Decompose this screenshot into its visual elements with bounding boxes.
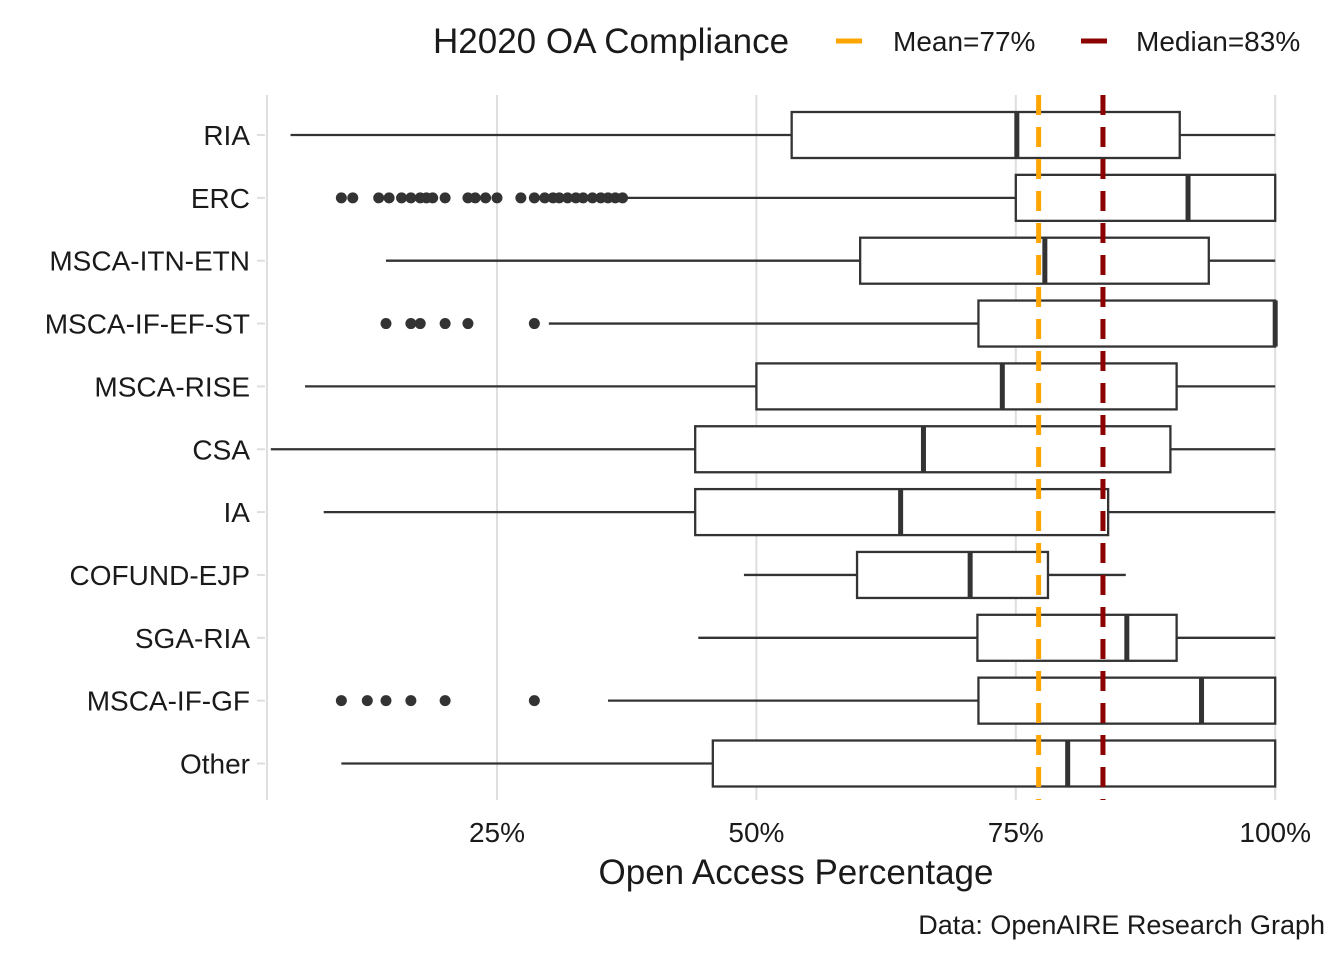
category-label-sga-ria: SGA-RIA: [135, 623, 250, 654]
x-tick-label-25: 25%: [469, 817, 525, 848]
legend: H2020 OA Compliance Mean=77% Median=83%: [433, 22, 1300, 61]
legend-title: H2020 OA Compliance: [433, 22, 789, 61]
outlier-point: [373, 192, 385, 204]
boxes-layer: [270, 110, 1278, 788]
outlier-point: [396, 192, 408, 204]
outlier-point: [335, 695, 347, 707]
outlier-point: [405, 695, 417, 707]
iqr-box: [755, 362, 1178, 411]
category-label-other: Other: [180, 749, 250, 780]
box-msca-itn-etn: [385, 236, 1276, 285]
box-msca-if-ef-st: [380, 299, 1278, 348]
x-tick-label-100: 100%: [1239, 817, 1311, 848]
category-label-msca-if-gf: MSCA-IF-GF: [87, 686, 250, 717]
caption: Data: OpenAIRE Research Graph: [918, 910, 1325, 940]
outlier-point: [405, 318, 417, 330]
box-sga-ria: [698, 613, 1276, 662]
outlier-point: [383, 192, 395, 204]
legend-label-mean: Mean=77%: [893, 26, 1035, 57]
outlier-point: [380, 695, 392, 707]
category-label-ia: IA: [224, 497, 251, 528]
box-csa: [270, 425, 1276, 474]
outlier-point: [617, 192, 629, 204]
box-ria: [290, 110, 1276, 160]
outlier-point: [562, 192, 574, 204]
outlier-point: [539, 192, 551, 204]
legend-label-median: Median=83%: [1136, 26, 1300, 57]
outlier-point: [586, 192, 598, 204]
iqr-box: [855, 550, 1050, 600]
outlier-point: [439, 192, 451, 204]
outlier-point: [515, 192, 527, 204]
box-cofund-ejp: [743, 550, 1126, 600]
outlier-point: [427, 192, 439, 204]
outlier-point: [347, 192, 359, 204]
outlier-point: [528, 695, 540, 707]
outlier-point: [405, 192, 417, 204]
x-tick-labels: 25% 50% 75% 100%: [469, 817, 1311, 848]
category-label-csa: CSA: [192, 434, 250, 465]
iqr-box: [790, 110, 1181, 160]
reference-lines: [1036, 95, 1106, 800]
category-label-cofund-ejp: COFUND-EJP: [70, 560, 250, 591]
box-erc: [335, 173, 1277, 223]
iqr-box: [976, 613, 1178, 662]
outlier-point: [528, 318, 540, 330]
category-label-msca-rise: MSCA-RISE: [94, 371, 250, 402]
outlier-point: [491, 192, 503, 204]
iqr-box: [1014, 173, 1277, 223]
outlier-point: [462, 318, 474, 330]
outlier-point: [480, 192, 492, 204]
outlier-point: [469, 192, 481, 204]
category-label-msca-itn-etn: MSCA-ITN-ETN: [49, 246, 250, 277]
category-label-msca-if-ef-st: MSCA-IF-EF-ST: [45, 309, 250, 340]
outlier-point: [414, 318, 426, 330]
outlier-point: [361, 695, 373, 707]
outlier-point: [577, 192, 589, 204]
iqr-box: [977, 299, 1277, 348]
box-other: [341, 739, 1277, 788]
x-tick-label-50: 50%: [728, 817, 784, 848]
box-msca-rise: [305, 362, 1276, 411]
outlier-point: [553, 192, 565, 204]
outlier-point: [528, 192, 540, 204]
outlier-point: [380, 318, 392, 330]
category-label-ria: RIA: [203, 120, 250, 151]
outlier-point: [439, 695, 451, 707]
category-labels: RIA ERC MSCA-ITN-ETN MSCA-IF-EF-ST MSCA-RISE…: [45, 120, 265, 780]
x-tick-label-75: 75%: [988, 817, 1044, 848]
iqr-box: [859, 236, 1210, 285]
box-msca-if-gf: [335, 676, 1277, 725]
outlier-point: [439, 318, 451, 330]
iqr-box: [694, 425, 1172, 474]
x-axis-title: Open Access Percentage: [599, 853, 994, 892]
iqr-box: [977, 676, 1277, 725]
outlier-point: [335, 192, 347, 204]
category-label-erc: ERC: [191, 183, 250, 214]
iqr-box: [711, 739, 1277, 788]
box-ia: [323, 487, 1276, 537]
